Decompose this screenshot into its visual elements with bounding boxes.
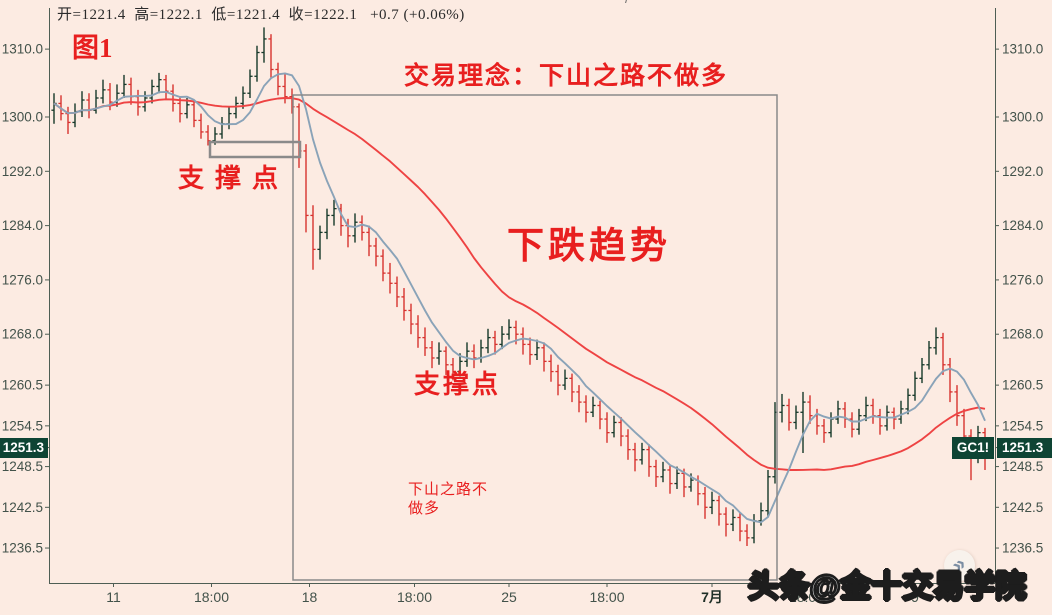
x-axis-label: 11 <box>106 589 121 605</box>
downtrend-annotation: 下跌趋势 <box>507 226 671 267</box>
x-axis-label: 7月 <box>701 589 723 605</box>
watermark: 头条@金十交易学院 <box>747 568 1027 605</box>
y-axis-label-left: 1254.5 <box>2 418 43 433</box>
x-axis-label: 18:00 <box>194 589 229 605</box>
symbol-tag: GC1! <box>952 437 994 459</box>
x-axis-label: 18:00 <box>397 589 432 605</box>
y-axis-label-left: 1292.0 <box>2 164 43 179</box>
strategy-annotation: 交易理念：下山之路不做多 <box>404 63 729 90</box>
y-axis-label-right: 1300.0 <box>1002 110 1043 125</box>
y-axis-label-left: 1268.0 <box>2 327 43 342</box>
support-point-label-2: 支撑点 <box>414 370 502 399</box>
support-point-label-1: 支撑点 <box>178 164 290 193</box>
y-axis-label-left: 1284.0 <box>2 218 43 233</box>
support-zone-box <box>208 140 302 159</box>
y-axis-label-right: 1242.5 <box>1002 500 1043 515</box>
downtrend-box <box>292 94 778 581</box>
x-axis-label: 18 <box>302 589 318 605</box>
x-axis-label: 18:00 <box>589 589 624 605</box>
y-axis-label-right: 1268.0 <box>1002 327 1043 342</box>
y-axis-label-left: 1242.5 <box>2 500 43 515</box>
y-axis-label-right: 1236.5 <box>1002 541 1043 556</box>
y-axis-label-left: 1236.5 <box>2 541 43 556</box>
clipped-title-fragment: , , / <box>538 0 646 3</box>
small-note-line1: 下山之路不 <box>408 482 489 498</box>
ma-slow-line <box>53 97 986 471</box>
ohlc-header: 开=1221.4 高=1222.1 低=1221.4 收=1222.1 +0.7… <box>57 7 465 23</box>
y-axis-label-right: 1254.5 <box>1002 418 1043 433</box>
ma-fast-line <box>53 72 986 524</box>
y-axis-label-right: 1310.0 <box>1002 42 1043 57</box>
x-axis-label: 18:00 <box>789 589 824 605</box>
figure-label: 图1 <box>72 33 113 63</box>
y-axis-label-left: 1310.0 <box>2 42 43 57</box>
x-axis-label: 25 <box>501 589 517 605</box>
current-price-tag-right: 1251.3 <box>997 438 1052 458</box>
y-axis-label-right: 1260.5 <box>1002 378 1043 393</box>
y-axis-label-right: 1248.5 <box>1002 459 1043 474</box>
y-axis-label-right: 1292.0 <box>1002 164 1043 179</box>
current-price-tag-left: 1251.3 <box>0 438 48 458</box>
small-note-line2: 做多 <box>408 501 441 517</box>
y-axis-label-right: 1276.0 <box>1002 272 1043 287</box>
y-axis-label-right: 1284.0 <box>1002 218 1043 233</box>
x-axis-label: 9 <box>911 589 919 605</box>
small-note-annotation: 下山之路不 做多 <box>408 481 488 519</box>
y-axis-label-left: 1276.0 <box>2 272 43 287</box>
y-axis-label-left: 1248.5 <box>2 459 43 474</box>
y-axis-label-left: 1300.0 <box>2 110 43 125</box>
y-axis-label-left: 1260.5 <box>2 378 43 393</box>
